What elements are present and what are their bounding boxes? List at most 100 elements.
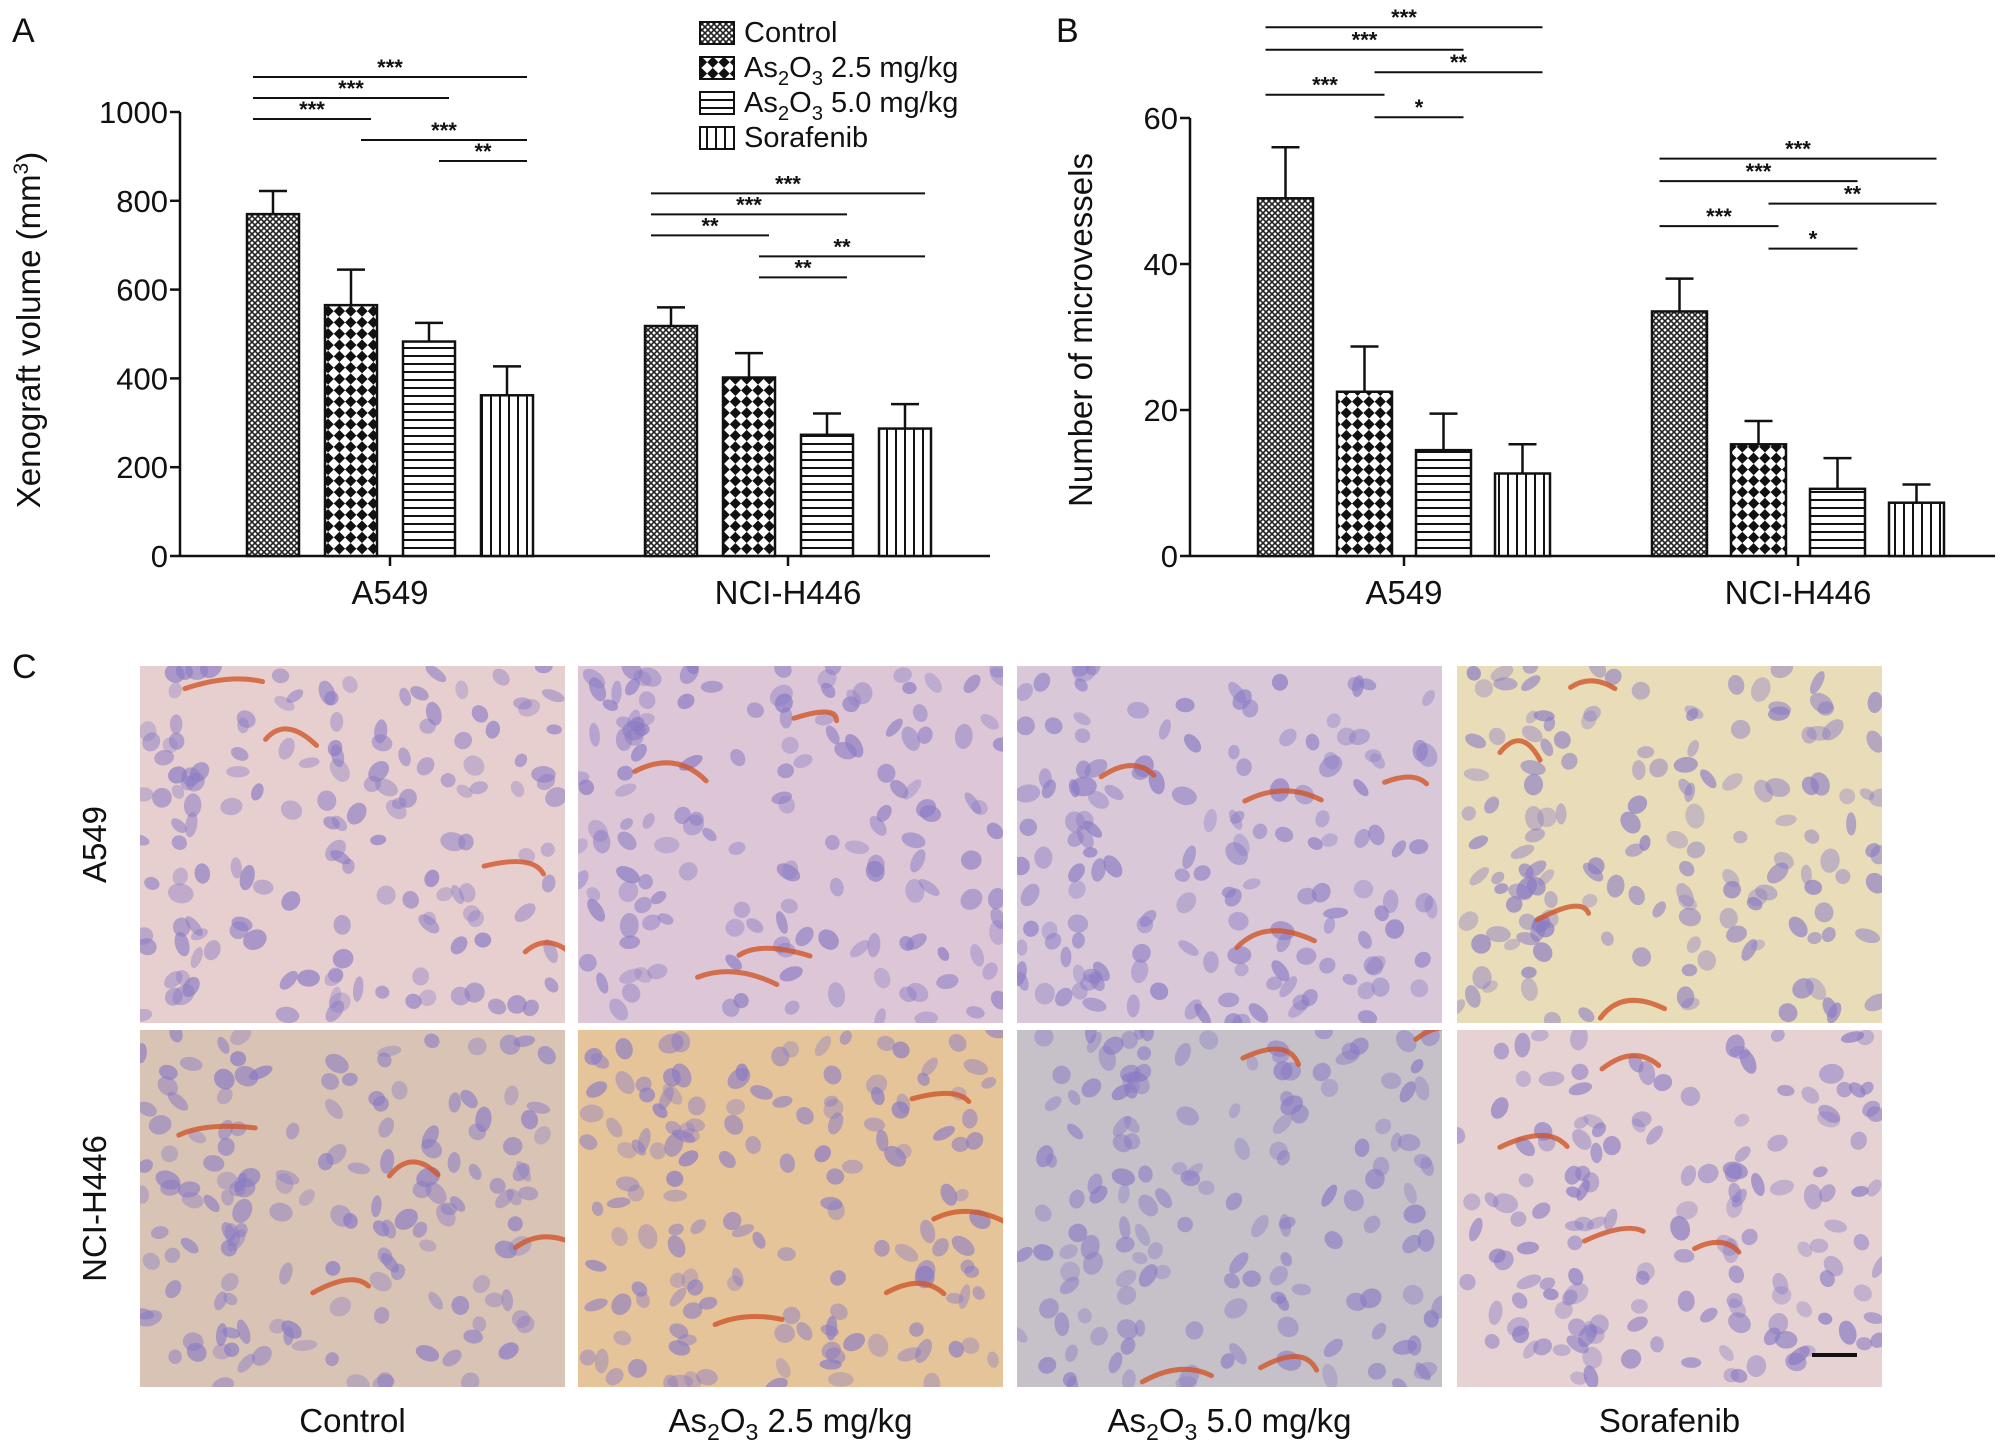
- cell-nucleus: [667, 1235, 686, 1258]
- cell-nucleus: [1819, 1184, 1836, 1203]
- cell-nucleus: [1510, 1211, 1527, 1227]
- cell-nucleus: [328, 992, 351, 1013]
- cell-nucleus: [625, 678, 640, 696]
- cell-nucleus: [398, 747, 411, 767]
- cell-nucleus: [1409, 839, 1429, 855]
- cell-nucleus: [510, 780, 525, 798]
- cell-nucleus: [1280, 1095, 1304, 1115]
- cell-nucleus: [436, 887, 454, 902]
- cell-nucleus: [702, 827, 717, 842]
- cell-nucleus: [522, 999, 539, 1017]
- cell-nucleus: [1554, 1301, 1573, 1319]
- significance-label: *: [1809, 227, 1818, 252]
- cell-nucleus: [1242, 878, 1261, 890]
- cell-nucleus: [1728, 1312, 1751, 1334]
- stained-microvessel: [512, 1234, 565, 1251]
- cell-nucleus: [825, 725, 840, 745]
- cell-nucleus: [1804, 829, 1820, 844]
- cell-nucleus: [463, 755, 485, 776]
- cell-nucleus: [1804, 879, 1823, 895]
- cell-nucleus: [298, 757, 320, 768]
- cell-nucleus: [1060, 946, 1072, 968]
- micrograph-image: [140, 666, 565, 1023]
- cell-nucleus: [333, 914, 351, 935]
- cell-nucleus: [606, 1117, 623, 1138]
- cell-nucleus: [1066, 1123, 1084, 1140]
- cell-nucleus: [1867, 1179, 1882, 1197]
- cell-nucleus: [1544, 891, 1558, 909]
- cell-nucleus: [818, 929, 839, 950]
- cell-nucleus: [1413, 1153, 1432, 1169]
- cell-nucleus: [164, 971, 183, 989]
- cell-nucleus: [1071, 776, 1097, 797]
- cell-nucleus: [796, 1322, 813, 1341]
- cell-nucleus: [455, 680, 469, 700]
- cell-nucleus: [168, 1349, 182, 1365]
- cell-nucleus: [718, 1151, 736, 1169]
- cell-nucleus: [1814, 902, 1834, 923]
- cell-nucleus: [442, 1349, 462, 1367]
- bar: [1335, 390, 1394, 558]
- cell-nucleus: [230, 857, 242, 879]
- cell-nucleus: [849, 940, 870, 958]
- cell-nucleus: [960, 888, 983, 910]
- cell-nucleus: [190, 928, 208, 941]
- cell-nucleus: [1402, 1284, 1424, 1305]
- cell-nucleus: [1391, 840, 1407, 858]
- cell-nucleus: [1590, 1142, 1603, 1164]
- cell-nucleus: [1822, 997, 1838, 1018]
- cell-nucleus: [231, 916, 253, 932]
- cell-nucleus: [1680, 1086, 1701, 1106]
- cell-nucleus: [203, 1194, 220, 1213]
- cell-nucleus: [1722, 868, 1740, 888]
- cell-nucleus: [1670, 1215, 1691, 1241]
- cell-nucleus: [454, 731, 473, 750]
- cell-nucleus: [1801, 1086, 1820, 1104]
- cell-nucleus: [932, 1237, 949, 1257]
- cell-nucleus: [863, 1117, 886, 1132]
- cell-nucleus: [932, 1125, 955, 1141]
- cell-nucleus: [1175, 1376, 1197, 1387]
- cell-nucleus: [1155, 1188, 1173, 1209]
- micrograph-image: [1017, 1030, 1442, 1387]
- cell-nucleus: [1246, 1055, 1259, 1071]
- cell-nucleus: [1562, 1289, 1578, 1306]
- cell-nucleus: [963, 1058, 988, 1076]
- cell-nucleus: [1853, 1284, 1872, 1302]
- cell-nucleus: [782, 860, 799, 880]
- cell-nucleus: [669, 1323, 689, 1339]
- cell-nucleus: [1512, 1325, 1530, 1344]
- cell-nucleus: [1819, 1063, 1844, 1084]
- chart-panel-b: Number of microvessels 0 20 40 60 A549 NCI-H4…: [1062, 5, 1995, 611]
- cell-nucleus: [638, 874, 653, 890]
- cell-nucleus: [1403, 1204, 1426, 1224]
- cell-nucleus: [1271, 673, 1289, 691]
- cell-nucleus: [1117, 1285, 1137, 1305]
- cell-nucleus: [654, 836, 680, 854]
- cell-nucleus: [842, 696, 860, 713]
- micrograph-image: [140, 1030, 565, 1387]
- cell-nucleus: [280, 800, 303, 820]
- cell-nucleus: [1147, 1242, 1163, 1260]
- cell-nucleus: [140, 1159, 153, 1173]
- significance-label: ***: [431, 118, 457, 143]
- cell-nucleus: [489, 1177, 506, 1194]
- cell-nucleus: [671, 1063, 692, 1088]
- cell-nucleus: [647, 963, 668, 980]
- cell-nucleus: [1870, 1332, 1882, 1348]
- cell-nucleus: [985, 1030, 1003, 1039]
- cell-nucleus: [924, 672, 942, 693]
- cell-nucleus: [1681, 964, 1698, 977]
- cell-nucleus: [902, 681, 917, 695]
- cell-nucleus: [678, 1150, 699, 1167]
- cell-nucleus: [1700, 769, 1717, 789]
- cell-nucleus: [498, 1342, 519, 1360]
- cell-nucleus: [686, 666, 699, 675]
- cell-nucleus: [318, 680, 336, 706]
- cell-nucleus: [148, 1115, 172, 1135]
- significance-label: ***: [1391, 5, 1417, 30]
- cell-nucleus: [1017, 939, 1028, 956]
- cell-nucleus: [375, 985, 390, 999]
- cell-nucleus: [1839, 788, 1856, 805]
- cell-nucleus: [905, 933, 927, 951]
